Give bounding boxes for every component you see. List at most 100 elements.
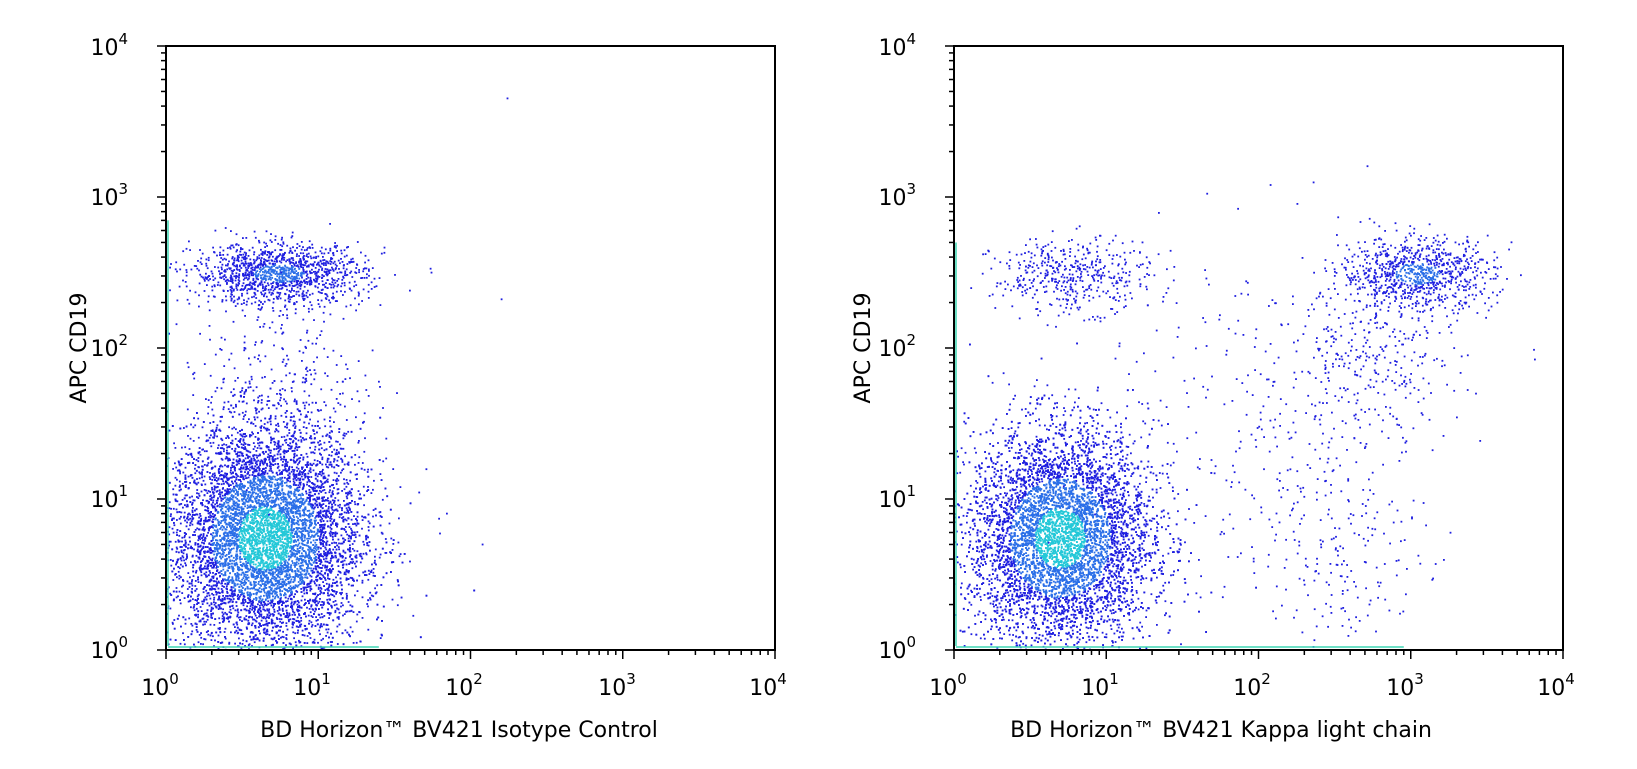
event-dot (239, 583, 242, 586)
event-dot (176, 469, 179, 472)
event-dot (275, 543, 277, 545)
event-dot (314, 559, 317, 562)
event-dot (208, 436, 211, 439)
event-dot (341, 556, 344, 559)
event-dot (282, 501, 285, 503)
event-dot (172, 468, 174, 470)
event-dot (346, 481, 349, 484)
event-dot (309, 574, 312, 577)
event-dot (299, 494, 302, 497)
event-dot (293, 493, 295, 495)
event-dot (338, 452, 340, 455)
event-dot (242, 519, 245, 521)
event-dot (281, 590, 284, 592)
event-dot (255, 500, 257, 503)
event-dot (260, 408, 263, 411)
event-dot (294, 512, 297, 515)
event-dot (241, 578, 243, 581)
event-dot (183, 427, 185, 429)
event-dot (204, 612, 206, 615)
event-dot (352, 560, 355, 563)
event-dot (225, 437, 227, 439)
event-dot (218, 622, 221, 624)
event-dot (313, 507, 315, 510)
event-dot (226, 449, 228, 452)
event-dot (211, 631, 213, 634)
event-dot (347, 540, 350, 542)
event-dot (233, 468, 236, 470)
event-dot (262, 560, 265, 562)
event-dot (300, 623, 303, 626)
event-dot (215, 480, 218, 482)
event-dot (262, 490, 265, 493)
event-dot (312, 441, 315, 444)
event-dot (309, 512, 311, 515)
event-dot (286, 583, 288, 585)
event-dot (357, 490, 360, 492)
event-dot (248, 569, 251, 572)
event-dot (194, 529, 197, 531)
event-dot (252, 604, 254, 607)
event-dot (317, 492, 320, 495)
event-dot (364, 516, 367, 519)
event-dot (263, 631, 265, 634)
event-dot (321, 463, 324, 466)
event-dot (274, 595, 277, 598)
event-dot (253, 505, 256, 507)
event-dot (211, 557, 214, 560)
event-dot (236, 461, 239, 463)
event-dot (178, 480, 181, 483)
event-dot (255, 450, 258, 452)
event-dot (342, 434, 345, 437)
event-dot (205, 589, 208, 592)
event-dot (216, 424, 219, 427)
event-dot (319, 626, 321, 629)
event-dot (214, 550, 216, 553)
event-dot (249, 451, 252, 454)
event-dot (187, 454, 190, 456)
event-dot (345, 419, 348, 421)
event-dot (195, 588, 198, 590)
event-dot (235, 489, 237, 491)
event-dot (250, 624, 253, 627)
event-dot (268, 596, 271, 599)
event-dot (307, 557, 310, 560)
event-dot (292, 603, 295, 606)
event-dot (242, 639, 245, 642)
event-dot (198, 550, 201, 553)
event-dot (291, 613, 294, 616)
event-dot (211, 488, 213, 491)
event-dot (300, 617, 302, 619)
event-dot (306, 567, 309, 569)
event-dot (305, 492, 308, 495)
event-dot (212, 572, 214, 574)
event-dot (332, 578, 335, 581)
event-dot (282, 546, 284, 549)
event-dot (251, 482, 254, 484)
event-dot (282, 621, 284, 624)
event-dot (254, 625, 257, 627)
event-dot (249, 498, 252, 501)
event-dot (244, 532, 246, 535)
event-dot (192, 499, 195, 502)
event-dot (321, 456, 324, 459)
event-dot (242, 501, 245, 504)
event-dot (229, 608, 232, 611)
event-dot (250, 558, 253, 561)
event-dot (305, 432, 308, 435)
event-dot (343, 488, 346, 491)
event-dot (275, 494, 278, 497)
event-dot (181, 540, 183, 543)
event-dot (254, 563, 257, 566)
event-dot (182, 556, 185, 559)
event-dot (273, 443, 276, 446)
event-dot (263, 505, 266, 508)
event-dot (369, 591, 372, 594)
event-dot (246, 602, 249, 604)
event-dot (219, 565, 222, 567)
event-dot (188, 512, 190, 515)
event-dot (329, 520, 332, 522)
event-dot (236, 498, 239, 500)
event-dot (269, 552, 271, 554)
event-dot (191, 456, 194, 458)
